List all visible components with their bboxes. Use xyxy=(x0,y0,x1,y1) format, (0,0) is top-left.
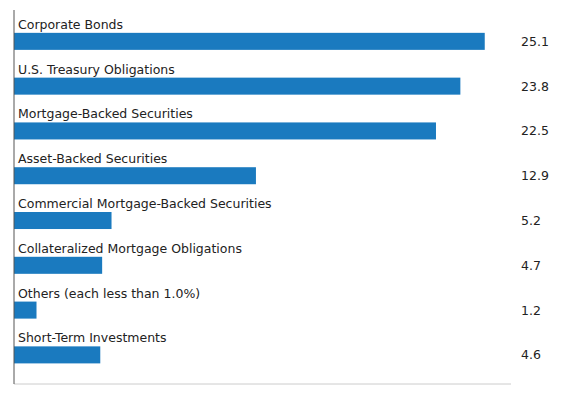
bar xyxy=(14,33,485,50)
data-label: 25.1 xyxy=(521,34,549,49)
category-label: Others (each less than 1.0%) xyxy=(18,286,200,301)
x-axis-line xyxy=(14,384,511,385)
data-label: 12.9 xyxy=(521,168,549,183)
data-label: 22.5 xyxy=(521,123,549,138)
category-label: Mortgage-Backed Securities xyxy=(18,106,193,121)
bar xyxy=(14,302,37,319)
bar xyxy=(14,122,436,139)
chart: Short-Term Investments 4.6 Others (each le… xyxy=(0,0,573,396)
bars xyxy=(14,33,485,364)
category-label: U.S. Treasury Obligations xyxy=(18,62,175,77)
bar xyxy=(14,212,112,229)
zero-line xyxy=(14,10,15,384)
category-label: Asset-Backed Securities xyxy=(18,151,167,166)
category-label: Corporate Bonds xyxy=(18,17,123,32)
background xyxy=(0,0,573,396)
data-label: 1.2 xyxy=(521,303,541,318)
chart-container: Short-Term Investments 4.6 Others (each le… xyxy=(0,0,573,396)
data-label: 5.2 xyxy=(521,213,541,228)
data-label: 23.8 xyxy=(521,79,549,94)
labels: Short-Term Investments 4.6 Others (each le… xyxy=(18,17,549,363)
data-label: 4.7 xyxy=(521,258,541,273)
bar xyxy=(14,257,102,274)
bar xyxy=(14,78,460,95)
category-label: Commercial Mortgage-Backed Securities xyxy=(18,196,272,211)
data-label: 4.6 xyxy=(521,347,541,362)
category-label: Collateralized Mortgage Obligations xyxy=(18,241,242,256)
bar xyxy=(14,167,256,184)
bar xyxy=(14,346,100,363)
category-label: Short-Term Investments xyxy=(18,330,167,345)
